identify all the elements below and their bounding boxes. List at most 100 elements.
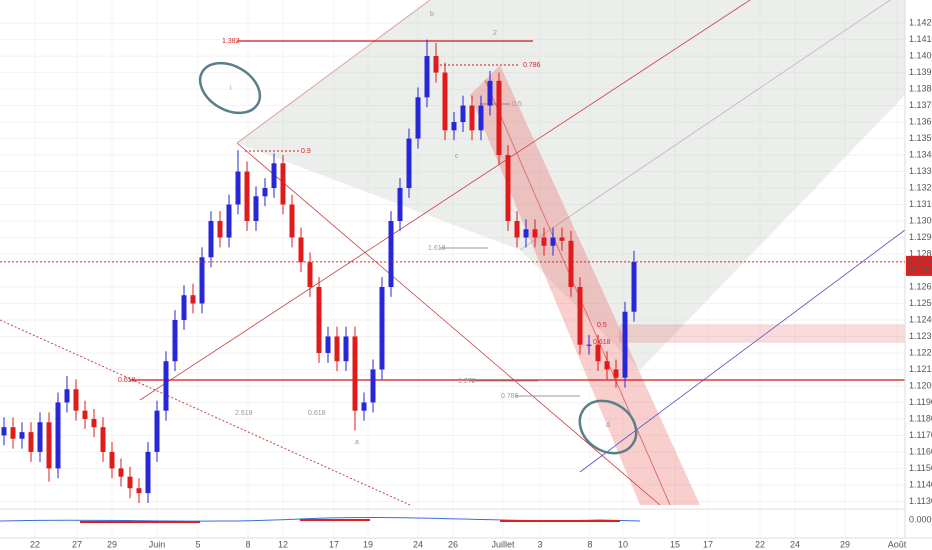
annotation: 1.382 [222,38,240,45]
annotation: b [430,11,434,18]
candle-body [343,336,349,362]
candle-body [532,229,538,238]
candle-body [37,422,43,452]
annotation: 2.618 [235,410,253,417]
trend-line [519,0,892,251]
y-tick-label: 1.12200 [909,347,932,357]
candle-body [613,369,619,378]
y-tick-label: 1.13400 [909,149,932,159]
countdown-label: 05:28:01 [908,264,932,274]
candle-body [487,80,493,106]
y-tick-label: 1.12800 [909,248,932,258]
x-tick-label: 24 [413,539,423,549]
y-tick-label: 1.14000 [909,50,932,60]
candle-body [235,171,241,205]
y-tick-label: 1.11400 [909,479,932,489]
ellipse [198,61,262,115]
y-tick-label: 1.12500 [909,298,932,308]
candle-body [118,468,124,477]
y-tick-label: 1.11900 [909,397,932,407]
candle-body [46,422,52,469]
candle-body [559,237,565,241]
y-tick-label: 1.12600 [909,281,932,291]
trend-line [236,0,431,144]
candle-body [631,261,637,312]
y-tick-label: 1.11700 [909,430,932,440]
candle-body [316,286,322,353]
annotation: 0.9 [301,148,311,155]
x-tick-label: 29 [107,539,117,549]
candle-body [244,171,250,222]
annotation: d [606,422,610,429]
last-price-label: 1.12752 [908,255,932,265]
x-tick-label: 29 [840,539,850,549]
trend-line [139,0,751,401]
candle-body [280,163,286,205]
y-tick-label: 1.14100 [909,34,932,44]
annotation: 0.5 [512,101,522,108]
x-tick-label: 24 [790,539,800,549]
candle-body [568,240,574,287]
x-tick-label: 5 [195,539,200,549]
candle-body [181,295,187,320]
annotation: 0.786 [523,62,541,69]
candle-body [28,432,34,452]
ellipse [578,399,638,455]
candle-body [199,257,205,304]
pitchfork-zone [237,0,905,370]
candle-body [217,221,223,238]
zone [619,324,906,343]
candle-body [91,418,97,428]
candle-body [154,410,160,452]
candle-body [262,188,268,197]
candle-body [145,451,151,494]
channel [470,65,700,505]
candle-body [307,262,313,287]
candle-body [1,427,7,436]
y-tick-label: 1.12900 [909,232,932,242]
y-tick-label: 1.13200 [909,182,932,192]
x-tick-label: Août [888,539,907,549]
x-tick-label: 22 [30,539,40,549]
candle-body [397,188,403,222]
candle-body [109,451,115,469]
y-tick-label: 1.13300 [909,166,932,176]
candle-body [352,336,358,411]
x-tick-label: Juin [149,539,166,549]
candle-body [577,286,583,345]
annotation: 0.5 [597,322,607,329]
y-tick-label: 1.13600 [909,116,932,126]
y-tick-label: 1.14200 [909,17,932,27]
indicator-line [80,519,620,523]
indicator-label: 0.0000 [909,514,932,524]
annotation: 0.618 [593,339,611,346]
candle-body [19,432,25,439]
candle-body [172,319,178,362]
x-tick-label: 17 [329,539,339,549]
candle-body [73,389,79,411]
x-tick-label: Juillet [491,539,515,549]
candle-body [586,344,592,346]
y-tick-label: 1.13800 [909,83,932,93]
candle-body [478,105,484,131]
candle-body [424,56,430,98]
y-tick-label: 1.11500 [909,463,932,473]
candle-body [271,163,277,189]
candle-body [289,204,295,238]
candle-body [379,286,385,370]
y-tick-label: 1.11600 [909,446,932,456]
trend-line [579,229,906,473]
annotation: 0.618 [308,410,326,417]
x-tick-label: 15 [670,539,680,549]
candles [1,39,637,504]
x-tick-label: 19 [363,539,373,549]
y-tick-label: 1.13100 [909,199,932,209]
candle-body [136,488,142,494]
candle-body [595,344,601,362]
y-tick-label: 1.13900 [909,67,932,77]
candle-body [253,196,259,222]
y-tick-label: 1.12000 [909,380,932,390]
x-tick-label: 22 [755,539,765,549]
y-tick-label: 1.12100 [909,364,932,374]
